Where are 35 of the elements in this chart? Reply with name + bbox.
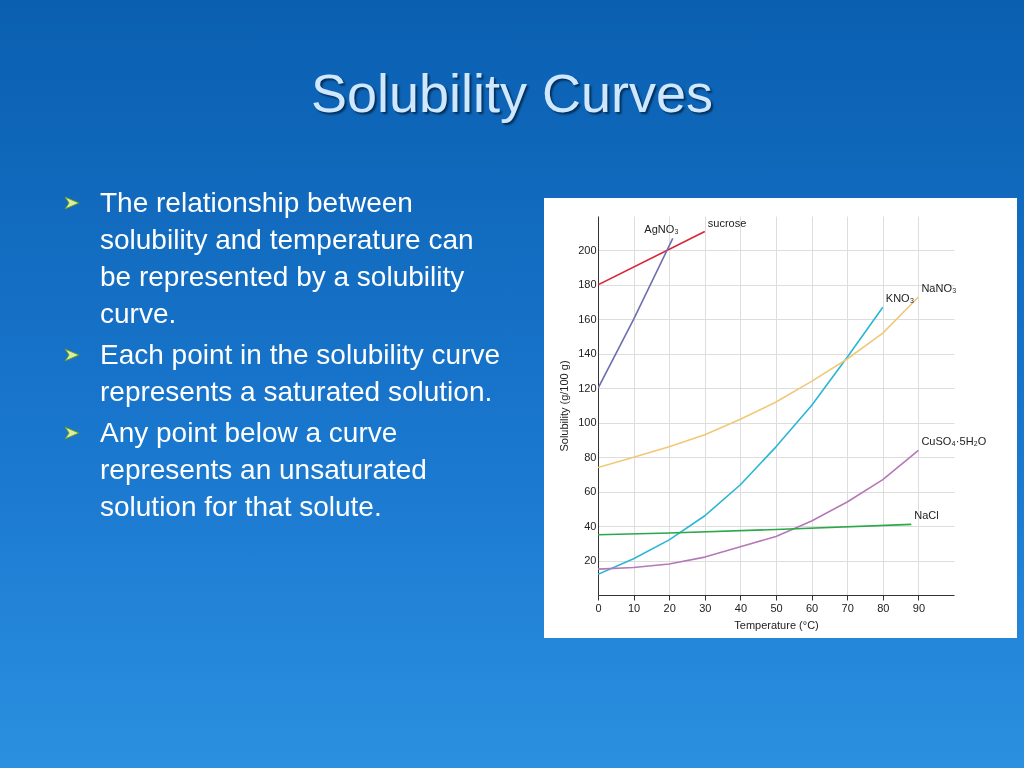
series-label: KNO₃ <box>885 292 915 305</box>
x-tick-label: 70 <box>841 601 854 614</box>
y-tick-label: 120 <box>578 381 597 394</box>
series-label: NaCl <box>914 509 939 522</box>
x-tick-label: 90 <box>912 601 926 614</box>
y-tick-label: 160 <box>578 312 597 325</box>
x-tick-label: 40 <box>734 601 748 614</box>
x-tick-label: 0 <box>595 601 602 614</box>
chart-title: Solubility Curves <box>309 62 715 124</box>
x-tick-label: 10 <box>627 601 641 614</box>
y-tick-label: 40 <box>584 519 597 532</box>
y-tick-label: 80 <box>584 450 597 463</box>
y-tick-label: 200 <box>578 243 597 256</box>
series-label: AgNO₃ <box>644 223 679 236</box>
line-series <box>598 296 920 469</box>
text: The relationship between solubility and temperature can be represented by a solubility curve. <box>100 187 474 329</box>
x-tick-label: 50 <box>770 601 783 614</box>
y-tick-label: 180 <box>578 278 597 291</box>
x-tick-label: 80 <box>877 601 890 614</box>
y-axis-title: Solubility (g/100 g) <box>558 360 571 452</box>
x-tick-label: 30 <box>699 601 712 614</box>
y-tick-label: 140 <box>578 347 597 360</box>
text: Each point in the solubility curve represents a saturated solution. <box>100 339 500 407</box>
y-tick-label: 60 <box>584 485 597 498</box>
y-tick-label: 100 <box>578 416 597 429</box>
x-tick-label: 20 <box>663 601 676 614</box>
line-series <box>598 523 913 536</box>
x-tick-label: 60 <box>805 601 819 614</box>
line-series <box>598 306 884 576</box>
y-tick-label: 20 <box>584 554 597 567</box>
series-label: CuSO₄·5H₂O <box>921 435 987 448</box>
series-label: sucrose <box>707 216 747 229</box>
x-axis-title: Temperature (°C) <box>734 618 819 631</box>
text: Any point below a curve represents an unsaturated solution for that solute. <box>100 417 427 522</box>
series-label: NaNO₃ <box>921 281 957 294</box>
